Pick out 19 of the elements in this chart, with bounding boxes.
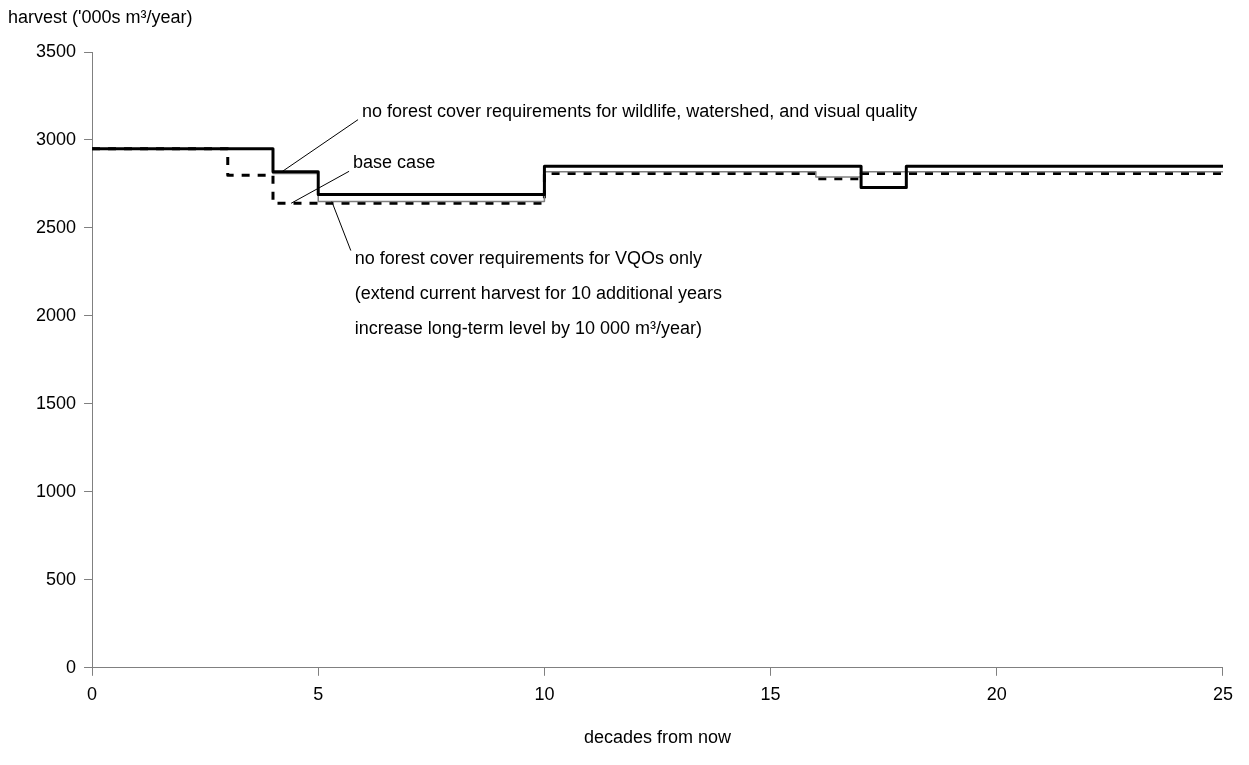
x-tick-label: 0 bbox=[87, 683, 98, 704]
annotation: no forest cover requirements for wildlife, watershed, and visual quality bbox=[362, 100, 918, 121]
y-tick-label: 2000 bbox=[36, 304, 77, 325]
x-tick-label: 15 bbox=[760, 683, 781, 704]
y-tick-label: 1500 bbox=[36, 392, 77, 413]
y-tick-label: 500 bbox=[46, 568, 77, 589]
y-tick-label: 1000 bbox=[36, 480, 77, 501]
x-tick-label: 10 bbox=[534, 683, 555, 704]
y-axis-title: harvest ('000s m³/year) bbox=[8, 6, 193, 27]
annotation: no forest cover requirements for VQOs only (extend current harvest for 10 additional years increase long-term level by 10 000 m³/year) bbox=[354, 247, 723, 338]
y-tick-label: 2500 bbox=[36, 216, 77, 237]
y-tick-label: 3500 bbox=[36, 40, 77, 61]
y-tick-label: 0 bbox=[66, 656, 77, 677]
y-tick-label: 3000 bbox=[36, 128, 77, 149]
x-tick-label: 5 bbox=[313, 683, 324, 704]
annotation: base case bbox=[353, 152, 436, 173]
x-tick-label: 25 bbox=[1212, 683, 1233, 704]
x-tick-label: 20 bbox=[986, 683, 1007, 704]
x-axis-title: decades from now bbox=[583, 727, 733, 748]
